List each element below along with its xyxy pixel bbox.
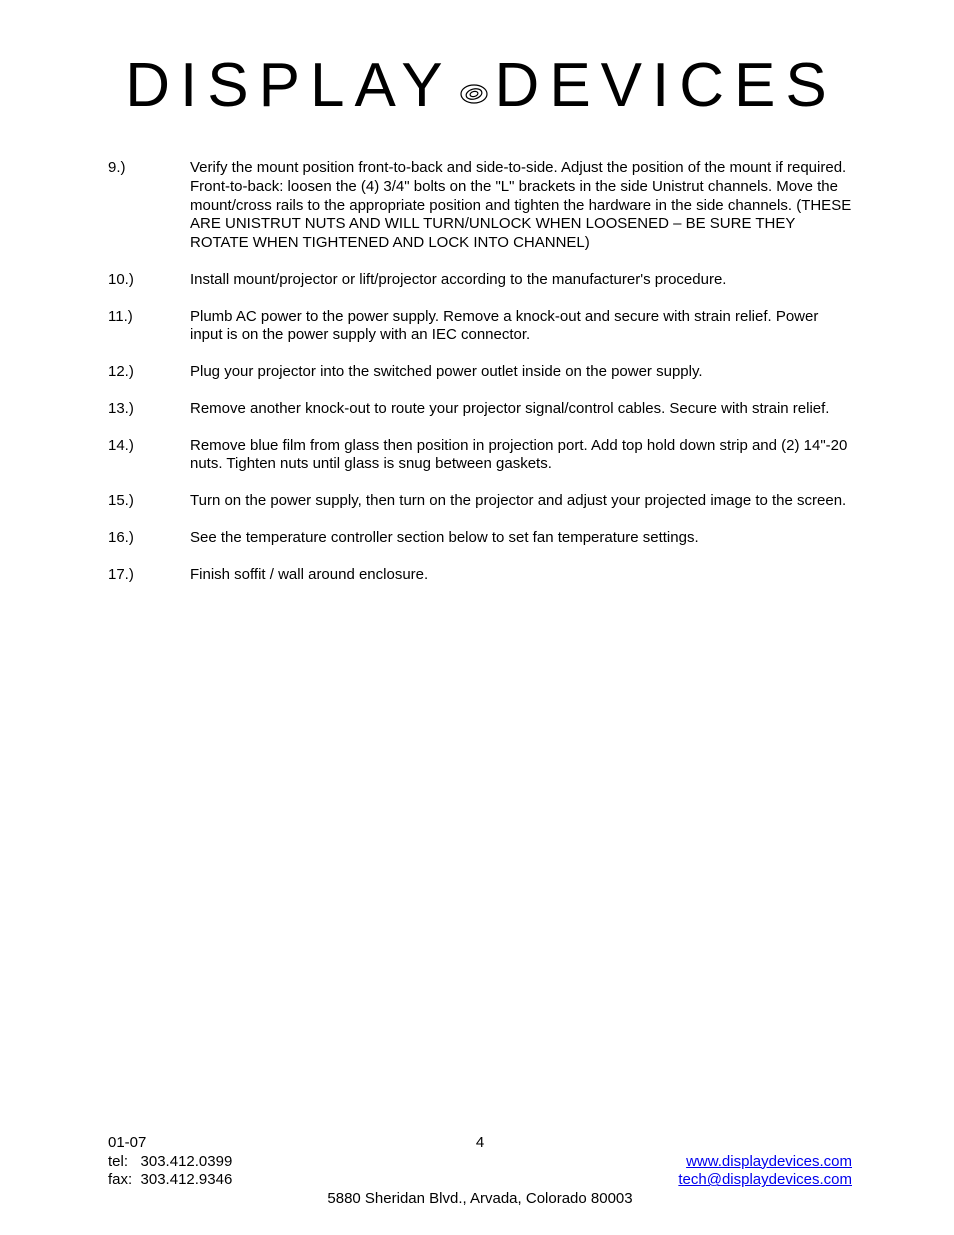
list-item: 13.) Remove another knock-out to route y… [108, 400, 854, 419]
item-number: 13.) [108, 400, 190, 419]
list-item: 10.) Install mount/projector or lift/pro… [108, 271, 854, 290]
item-text: Install mount/projector or lift/projecto… [190, 271, 854, 290]
item-number: 14.) [108, 437, 190, 475]
item-number: 15.) [108, 492, 190, 511]
list-item: 12.) Plug your projector into the switch… [108, 363, 854, 382]
item-number: 11.) [108, 308, 190, 346]
page-number: 4 [108, 1134, 852, 1153]
tel-number: 303.412.0399 [141, 1153, 233, 1170]
item-number: 12.) [108, 363, 190, 382]
logo-text-left: DISPLAY [125, 50, 452, 121]
logo-text-right: DEVICES [495, 50, 837, 121]
item-text: Remove another knock-out to route your p… [190, 400, 854, 419]
item-text: Plug your projector into the switched po… [190, 363, 854, 382]
list-item: 11.) Plumb AC power to the power supply.… [108, 308, 854, 346]
item-text: Verify the mount position front-to-back … [190, 159, 854, 253]
email-link[interactable]: tech@displaydevices.com [678, 1171, 852, 1188]
list-item: 16.) See the temperature controller sect… [108, 529, 854, 548]
company-logo: DISPLAY DEVICES [108, 50, 854, 121]
item-number: 16.) [108, 529, 190, 548]
fax-label: fax: [108, 1171, 132, 1188]
instruction-list: 9.) Verify the mount position front-to-b… [108, 159, 854, 584]
item-text: See the temperature controller section b… [190, 529, 854, 548]
list-item: 17.) Finish soffit / wall around enclosu… [108, 566, 854, 585]
item-text: Remove blue film from glass then positio… [190, 437, 854, 475]
item-number: 9.) [108, 159, 190, 253]
swirl-icon [459, 50, 489, 121]
tel-label: tel: [108, 1153, 128, 1170]
item-text: Finish soffit / wall around enclosure. [190, 566, 854, 585]
item-number: 17.) [108, 566, 190, 585]
list-item: 15.) Turn on the power supply, then turn… [108, 492, 854, 511]
page-footer: 01-07 4 tel: 303.412.0399 www.displaydev… [108, 1134, 852, 1207]
fax-number: 303.412.9346 [141, 1171, 233, 1188]
footer-address: 5880 Sheridan Blvd., Arvada, Colorado 80… [108, 1190, 852, 1207]
list-item: 9.) Verify the mount position front-to-b… [108, 159, 854, 253]
item-number: 10.) [108, 271, 190, 290]
item-text: Plumb AC power to the power supply. Remo… [190, 308, 854, 346]
website-link[interactable]: www.displaydevices.com [686, 1153, 852, 1170]
list-item: 14.) Remove blue film from glass then po… [108, 437, 854, 475]
item-text: Turn on the power supply, then turn on t… [190, 492, 854, 511]
